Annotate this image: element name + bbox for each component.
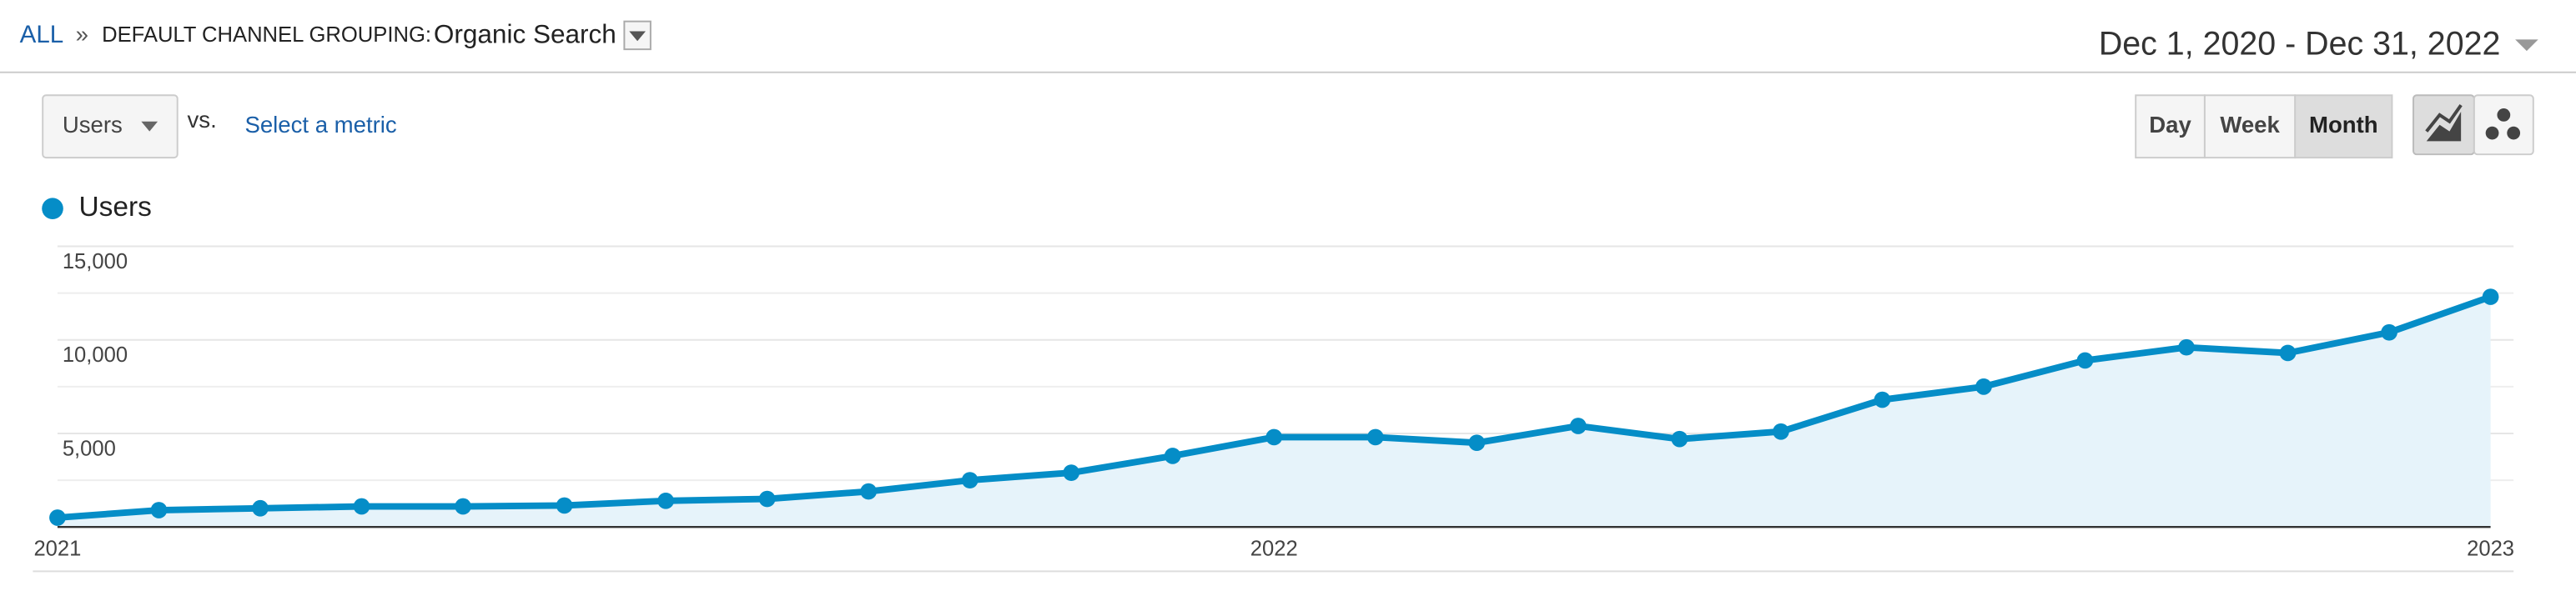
motion-icon-dot xyxy=(2485,126,2499,140)
point[interactable] xyxy=(2279,344,2297,362)
y-tick-label: 10,000 xyxy=(63,343,128,367)
point[interactable] xyxy=(2178,338,2195,356)
point[interactable] xyxy=(49,509,66,526)
point[interactable] xyxy=(2482,288,2499,305)
plot: 5,000 10,000 15,000 2021 2022 2023 xyxy=(33,245,2514,561)
point[interactable] xyxy=(657,492,674,509)
metric-dropdown[interactable]: Users xyxy=(42,94,179,159)
point[interactable] xyxy=(1671,430,1688,448)
motion-chart-button[interactable] xyxy=(2473,94,2534,156)
granularity-buttons: Day Week Month xyxy=(2135,94,2393,159)
point[interactable] xyxy=(1063,464,1080,481)
chart-type-buttons xyxy=(2412,94,2534,156)
metric-label: Users xyxy=(63,112,123,138)
date-range-arrow[interactable] xyxy=(2515,39,2538,52)
metric-arrow xyxy=(141,121,158,132)
legend-swatch xyxy=(42,198,63,219)
breadcrumb-separator: » xyxy=(76,22,88,48)
dropdown-arrow xyxy=(629,31,646,42)
area xyxy=(57,297,2491,528)
point[interactable] xyxy=(1164,448,1181,464)
point[interactable] xyxy=(1468,434,1486,452)
point[interactable] xyxy=(2076,352,2094,369)
dropdown-box[interactable] xyxy=(623,20,652,51)
point[interactable] xyxy=(1773,423,1789,440)
granularity-label[interactable]: Week xyxy=(2220,112,2280,138)
granularity-label[interactable]: Day xyxy=(2149,112,2191,138)
line-chart-button[interactable] xyxy=(2412,94,2475,156)
x-tick-label: 2021 xyxy=(33,538,81,561)
point[interactable] xyxy=(150,502,168,518)
motion-icon-dot xyxy=(2507,126,2521,140)
line-chart-icon-line xyxy=(2425,103,2463,133)
point[interactable] xyxy=(1569,418,1587,434)
breadcrumb-dimension: DEFAULT CHANNEL GROUPING: xyxy=(102,23,431,47)
point[interactable] xyxy=(1975,378,1992,395)
point[interactable] xyxy=(2381,323,2397,341)
point[interactable] xyxy=(758,490,776,508)
dimension-dropdown[interactable] xyxy=(623,20,652,51)
point[interactable] xyxy=(252,499,269,517)
x-tick-label: 2022 xyxy=(1250,538,1298,561)
point[interactable] xyxy=(1874,391,1891,408)
point[interactable] xyxy=(961,472,979,488)
point[interactable] xyxy=(1265,428,1283,446)
y-tick-label: 15,000 xyxy=(63,250,128,273)
x-tick-label: 2023 xyxy=(2467,538,2514,561)
date-range[interactable]: Dec 1, 2020 - Dec 31, 2022 xyxy=(2099,26,2501,63)
point[interactable] xyxy=(1366,428,1384,446)
metric-button[interactable] xyxy=(42,94,179,159)
point[interactable] xyxy=(556,497,573,514)
granularity-button[interactable] xyxy=(2294,94,2393,159)
point[interactable] xyxy=(353,498,370,515)
line-chart-icon xyxy=(2426,111,2462,142)
legend-label: Users xyxy=(79,192,152,223)
granularity-label[interactable]: Month xyxy=(2309,112,2378,138)
select-metric[interactable]: Select a metric xyxy=(244,112,396,138)
motion-icon-dot xyxy=(2497,108,2511,122)
breadcrumb-value: Organic Search xyxy=(434,19,616,49)
vs-label: vs. xyxy=(188,107,217,133)
y-tick-label: 5,000 xyxy=(63,437,116,460)
breadcrumb-all[interactable]: ALL xyxy=(20,21,64,48)
point[interactable] xyxy=(455,498,471,515)
point[interactable] xyxy=(860,483,877,500)
